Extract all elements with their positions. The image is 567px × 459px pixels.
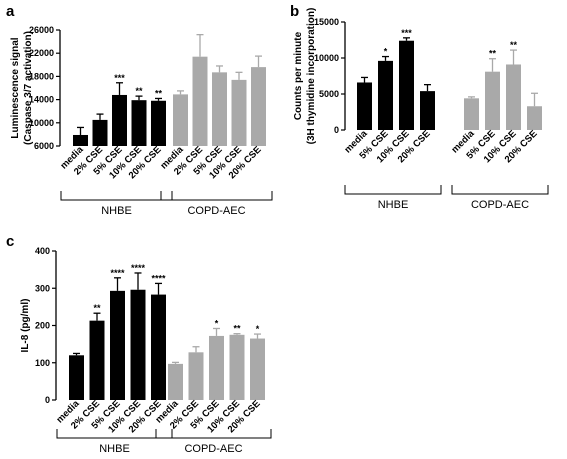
bar <box>73 134 88 146</box>
significance-label: * <box>256 324 260 334</box>
y-axis-title: Counts per minute <box>293 31 304 120</box>
y-tick-label: 18000 <box>29 71 54 81</box>
significance-label: *** <box>114 73 125 83</box>
bar <box>151 294 166 400</box>
y-tick-label: 22000 <box>29 48 54 58</box>
y-tick-label: 14000 <box>29 95 54 105</box>
bar <box>188 352 204 400</box>
y-tick-label: 0 <box>45 395 50 405</box>
y-axis-title: Luminescence signal <box>10 37 21 138</box>
significance-label: **** <box>131 263 146 273</box>
significance-label: ** <box>510 40 518 50</box>
panel-letter: a <box>6 3 15 20</box>
bar <box>527 106 542 130</box>
group-bracket <box>56 429 173 439</box>
group-bracket <box>155 429 272 439</box>
panel-b: b 0 5000 10000 15000 Counts per minute (3H thy… <box>290 3 549 211</box>
panel-letter: c <box>6 233 14 250</box>
bar <box>92 119 108 146</box>
bar <box>151 100 166 146</box>
bar <box>378 60 393 130</box>
y-tick-label: 0 <box>334 125 339 135</box>
y-tick-label: 100 <box>35 358 50 368</box>
bar <box>89 320 105 400</box>
bar <box>209 335 224 400</box>
bar <box>485 71 500 130</box>
y-tick-label: 5000 <box>319 89 339 99</box>
group-label: NHBE <box>378 199 409 211</box>
y-tick-label: 300 <box>35 283 50 293</box>
bar <box>69 355 84 400</box>
significance-label: **** <box>151 273 166 283</box>
y-axis-subtitle: (3H thymidine incorporation) <box>306 8 317 145</box>
y-tick-label: 10000 <box>314 53 339 63</box>
group-bracket <box>451 185 549 195</box>
bar <box>192 56 208 146</box>
significance-label: **** <box>110 268 125 278</box>
bar <box>464 98 479 130</box>
group-label: COPD-AEC <box>187 205 245 217</box>
group-label: COPD-AEC <box>184 443 242 455</box>
group-label: NHBE <box>99 443 130 455</box>
y-tick-label: 200 <box>35 321 50 331</box>
bar <box>168 363 183 400</box>
bar <box>251 67 266 146</box>
panel-a: a 6000 10000 14000 18000 22000 26000 Luminescen… <box>6 3 273 217</box>
bar <box>420 91 435 130</box>
bar <box>130 289 146 400</box>
bar <box>250 338 265 400</box>
significance-label: ** <box>489 49 497 59</box>
bar <box>112 94 127 146</box>
bar <box>110 290 125 400</box>
y-axis-title: IL-8 (pg/ml) <box>20 299 31 353</box>
group-bracket <box>344 185 442 195</box>
group-label: NHBE <box>101 205 132 217</box>
y-tick-label: 15000 <box>314 17 339 27</box>
group-bracket <box>160 191 273 201</box>
panel-letter: b <box>290 3 299 20</box>
significance-label: * <box>215 318 219 328</box>
group-bracket <box>60 191 173 201</box>
significance-label: * <box>384 47 388 57</box>
bar <box>506 64 521 130</box>
bar <box>231 79 247 146</box>
significance-label: ** <box>93 303 101 313</box>
y-tick-label: 26000 <box>29 25 54 35</box>
y-tick-label: 6000 <box>34 141 54 151</box>
bar <box>229 334 245 400</box>
group-label: COPD-AEC <box>471 199 529 211</box>
bar <box>399 40 414 130</box>
significance-label: ** <box>233 324 241 334</box>
bar <box>173 94 188 146</box>
significance-label: ** <box>135 86 143 96</box>
y-axis-subtitle: (Caspase 3/7 activation) <box>23 31 34 145</box>
bar <box>357 82 372 130</box>
significance-label: *** <box>401 28 412 38</box>
significance-label: ** <box>155 88 163 98</box>
bar <box>131 100 147 146</box>
y-tick-label: 10000 <box>29 118 54 128</box>
y-tick-label: 400 <box>35 246 50 256</box>
bar <box>212 72 227 146</box>
